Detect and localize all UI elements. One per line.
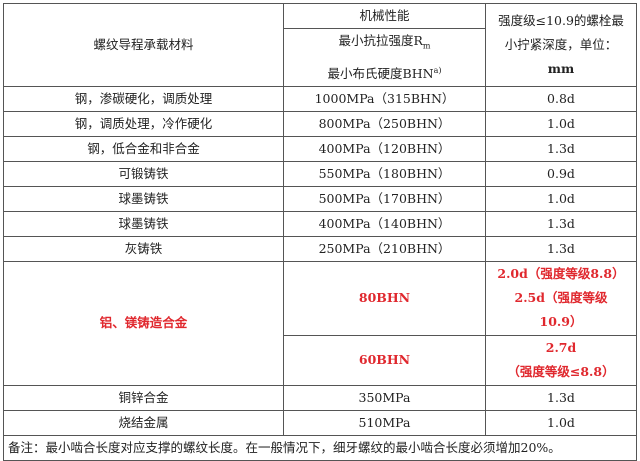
table-note: 备注：最小啮合长度对应支撑的螺纹长度。在一般情况下，细牙螺纹的最小啮合长度必须增…: [3, 434, 637, 461]
header-depth: 强度级≤10.9的螺栓最 小拧紧深度，单位： mm: [485, 3, 637, 87]
table-row: 钢，渗碳硬化，调质处理 1000MPa（315BHN） 0.8d: [3, 85, 637, 112]
table-row: 可锻铸铁 550MPa（180BHN） 0.9d: [3, 160, 637, 187]
table-row: 钢，调质处理，冷作硬化 800MPa（250BHN） 1.0d: [3, 110, 637, 137]
table-row: 铜锌合金 350MPa 1.3d: [3, 384, 637, 411]
table-row: 球墨铸铁 500MPa（170BHN） 1.0d: [3, 185, 637, 212]
table-row: 灰铸铁 250MPa（210BHN） 1.3d: [3, 235, 637, 262]
header-property: 最小抗拉强度Rm 最小布氏硬度BHNa): [283, 28, 486, 87]
thread-engagement-table: 螺纹导程承载材料 机械性能 强度级≤10.9的螺栓最 小拧紧深度，单位： mm 最小…: [3, 3, 637, 461]
aluminum-material: 铝、镁铸造合金: [3, 260, 284, 386]
table-row-aluminum: 铝、镁铸造合金 80BHN 2.0d（强度等级8.8） 2.5d（强度等级 10.9…: [3, 260, 637, 386]
table-row: 球墨铸铁 400MPa（140BHN） 1.3d: [3, 210, 637, 237]
table-row-aluminum-2: 60BHN 2.7d （强度等级≤8.8）: [4, 334, 637, 386]
table-row: 烧结金属 510MPa 1.0d: [3, 409, 637, 436]
header-material: 螺纹导程承载材料: [3, 3, 284, 87]
header-mechanical: 机械性能: [283, 3, 486, 29]
table-row: 钢，低合金和非合金 400MPa（120BHN） 1.3d: [3, 135, 637, 162]
